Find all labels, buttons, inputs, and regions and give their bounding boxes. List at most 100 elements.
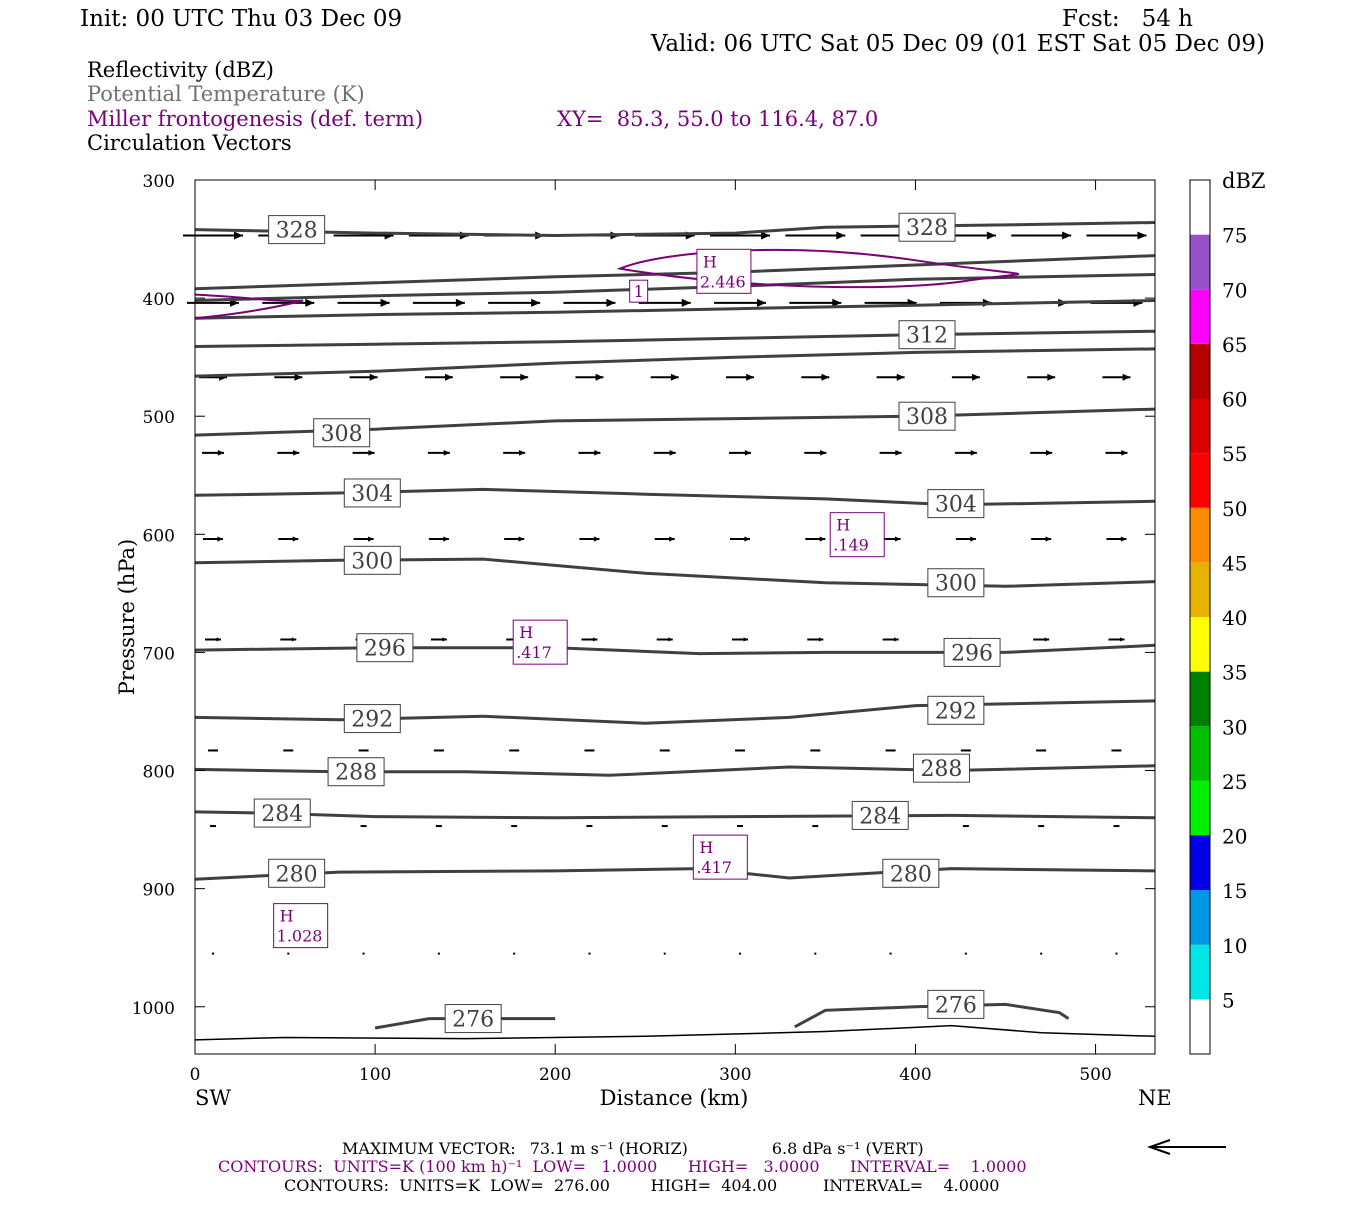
theta-contour-label-box xyxy=(898,401,956,431)
theta-contour-label: 328 xyxy=(276,219,318,244)
circulation-vector-head xyxy=(743,637,749,642)
theta-contour-label: 296 xyxy=(951,641,993,666)
circulation-vector-head xyxy=(1047,373,1056,381)
max-vector-label: MAXIMUM VECTOR: 73.1 m s⁻¹ (HORIZ) 6.8 dPa… xyxy=(342,1139,924,1158)
theta-contour-label: 292 xyxy=(935,699,977,724)
y-tick-label: 400 xyxy=(143,290,175,310)
colorbar-segment xyxy=(1190,944,1210,1000)
frontogenesis-max-box xyxy=(696,248,752,294)
circulation-vector-head xyxy=(290,749,294,752)
theta-contour-label: 300 xyxy=(935,572,977,597)
y-tick-label: 700 xyxy=(143,644,175,664)
circulation-vector-head xyxy=(516,749,520,752)
circulation-vector-head xyxy=(591,749,595,752)
circulation-vector-head xyxy=(892,749,896,752)
circulation-vector-head xyxy=(215,749,219,752)
theta-contour-label-box xyxy=(327,757,385,787)
theta-contour-label-box xyxy=(268,215,326,245)
theta-contour-line xyxy=(194,329,1156,348)
circulation-vector-head xyxy=(294,373,303,381)
colorbar-level-label: 65 xyxy=(1222,333,1247,357)
colorbar-level-label: 20 xyxy=(1222,825,1247,849)
frontogenesis-contour-label-box xyxy=(629,279,649,303)
colorbar-level-label: 75 xyxy=(1222,224,1247,248)
theta-contour-label-box xyxy=(927,989,985,1019)
x-tick-label: 100 xyxy=(359,1065,391,1085)
colorbar-segment xyxy=(1190,671,1210,727)
frontogenesis-max-value: .417 xyxy=(516,643,552,662)
theta-contour-line xyxy=(194,299,1156,320)
init-time: Init: 00 UTC Thu 03 Dec 09 xyxy=(80,6,402,32)
circulation-vector-head xyxy=(365,749,369,752)
circulation-vector-head xyxy=(744,536,751,542)
circulation-vector-head xyxy=(968,749,971,752)
theta-contour-line xyxy=(194,699,1156,725)
colorbar-level-label: 55 xyxy=(1222,442,1247,466)
circulation-vector-head xyxy=(894,536,901,542)
frontogenesis-max-letter: H xyxy=(519,623,533,642)
circulation-vector-head xyxy=(1120,536,1127,542)
circulation-vector-head xyxy=(1119,637,1125,642)
circulation-vector-head xyxy=(836,231,846,240)
colorbar-level-label: 40 xyxy=(1222,606,1247,630)
theta-contour-label-box xyxy=(268,858,326,888)
theta-contour-label-box xyxy=(898,212,956,242)
circulation-vector-head xyxy=(606,298,616,307)
circulation-vector-head xyxy=(757,298,767,307)
circulation-vector-head xyxy=(819,536,826,542)
frontogenesis-max-letter: H xyxy=(703,252,717,271)
theta-contour-label: 284 xyxy=(261,802,303,827)
theta-contour-line xyxy=(194,221,1156,238)
circulation-vector-head xyxy=(443,536,449,542)
colorbar-level-label: 70 xyxy=(1222,278,1247,302)
theta-contour-info: CONTOURS: UNITS=K LOW= 276.00 HIGH= 404.… xyxy=(284,1176,999,1195)
colorbar-level-label: 30 xyxy=(1222,715,1247,739)
theta-contour-label: 312 xyxy=(906,324,948,349)
circulation-vector-head xyxy=(1045,536,1052,542)
y-tick-label: 1000 xyxy=(132,999,175,1019)
circulation-vector-head xyxy=(894,637,899,642)
circulation-vector-head xyxy=(531,298,541,307)
theta-contour-label-box xyxy=(882,858,940,888)
plot-area: 328 328 312 308 308 304 304 300 300 296 296 292 292 2… xyxy=(183,212,1156,1041)
frontogenesis-max-letter: H xyxy=(699,838,713,857)
reference-vector xyxy=(1146,1139,1226,1155)
theta-contour-label: 284 xyxy=(859,804,901,829)
theta-contour-label: 308 xyxy=(906,405,948,430)
x-tick-label: 500 xyxy=(1079,1065,1111,1085)
field-label-vectors: Circulation Vectors xyxy=(87,131,292,155)
theta-contour-line xyxy=(194,347,1156,378)
theta-contour-line xyxy=(194,557,1156,588)
theta-contour-label: 304 xyxy=(351,482,393,507)
frontogenesis-max-value: .417 xyxy=(696,858,732,877)
x-axis-left-end: SW xyxy=(195,1086,231,1110)
colorbar-level-label: 15 xyxy=(1222,879,1247,903)
circulation-vector-head xyxy=(746,373,755,381)
theta-contour-line xyxy=(374,1017,556,1030)
theta-contour-label: 292 xyxy=(351,708,393,733)
circulation-vector-head xyxy=(1046,450,1053,456)
x-tick-label: 400 xyxy=(899,1065,931,1085)
circulation-vector-head xyxy=(670,373,679,381)
circulation-vector-head xyxy=(1137,231,1147,240)
colorbar-segment xyxy=(1190,343,1210,399)
theta-contour-label-box xyxy=(356,633,414,663)
theta-contour-line xyxy=(194,273,1156,302)
circulation-vector-head xyxy=(668,637,673,642)
circulation-vector-head xyxy=(821,373,830,381)
circulation-vector-head xyxy=(443,450,450,456)
circulation-vector-head xyxy=(291,637,297,642)
frontogenesis-max-letter: H xyxy=(836,516,850,535)
colorbar-segment xyxy=(1190,398,1210,454)
theta-contour-label: 276 xyxy=(452,1008,494,1033)
circulation-vector-head xyxy=(681,298,691,307)
theta-contour-label: 304 xyxy=(935,493,977,518)
theta-contour-label-box xyxy=(927,695,985,725)
circulation-vector-head xyxy=(820,450,827,456)
field-label-reflectivity: Reflectivity (dBZ) xyxy=(87,58,274,82)
circulation-vector-head xyxy=(1122,373,1131,381)
frontogenesis-contour-label: 1 xyxy=(634,282,644,301)
circulation-vector-head xyxy=(216,637,222,642)
circulation-vector-head xyxy=(293,450,300,456)
